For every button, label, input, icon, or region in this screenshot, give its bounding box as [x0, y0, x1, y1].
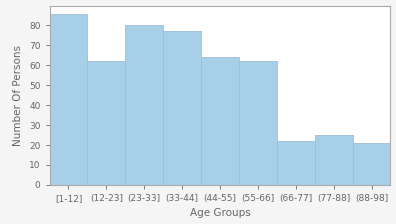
Bar — [125, 26, 163, 185]
Bar — [201, 57, 239, 185]
Bar — [352, 143, 390, 185]
Bar — [315, 135, 352, 185]
Bar — [239, 61, 277, 185]
Bar — [50, 13, 88, 185]
X-axis label: Age Groups: Age Groups — [190, 209, 250, 218]
Bar — [277, 141, 315, 185]
Bar — [88, 61, 125, 185]
Y-axis label: Number Of Persons: Number Of Persons — [13, 45, 23, 146]
Bar — [163, 31, 201, 185]
